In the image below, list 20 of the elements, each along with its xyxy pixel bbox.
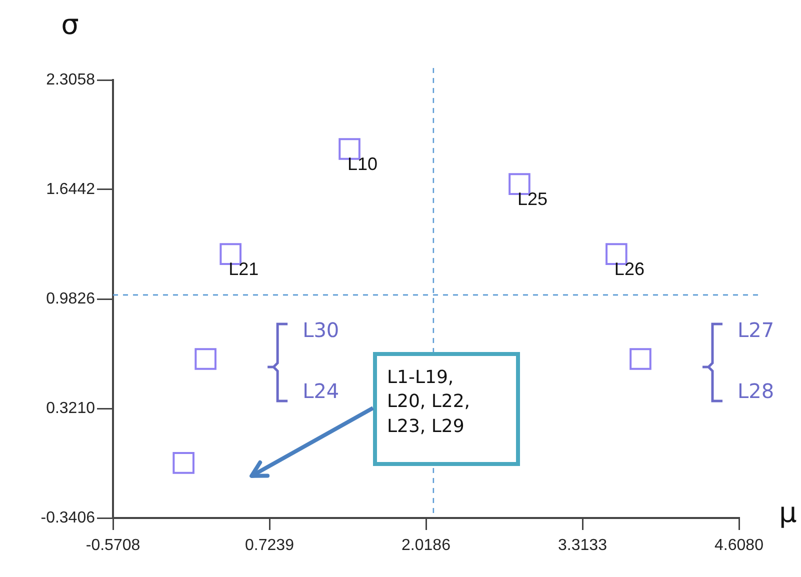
x-tick-label: 3.3133 xyxy=(558,537,608,554)
x-tick-label: 4.6080 xyxy=(714,537,764,554)
annotation: L24 xyxy=(302,379,340,404)
y-tick-label: 0.9826 xyxy=(46,290,96,308)
annotation: L25 xyxy=(517,189,548,210)
annotation: L28 xyxy=(737,379,774,404)
annotation: L27 xyxy=(737,318,774,342)
x-tick-label: 0.7239 xyxy=(245,537,294,554)
annotation: L26 xyxy=(614,259,644,280)
y-tick-label: -0.3406 xyxy=(40,509,96,526)
x-tick-label: -0.5708 xyxy=(86,537,140,554)
x-tick-label: 2.0186 xyxy=(402,537,451,554)
annotation: L30 xyxy=(302,318,340,342)
annotation: L21 xyxy=(228,259,259,280)
y-tick-label: 0.3210 xyxy=(46,400,96,417)
y-tick-label: 1.6442 xyxy=(46,180,96,198)
y-axis-title: σ xyxy=(61,8,79,41)
x-axis-title: μ xyxy=(779,496,797,529)
annotation: L10 xyxy=(348,154,378,174)
y-tick-label: 2.3058 xyxy=(46,71,96,88)
